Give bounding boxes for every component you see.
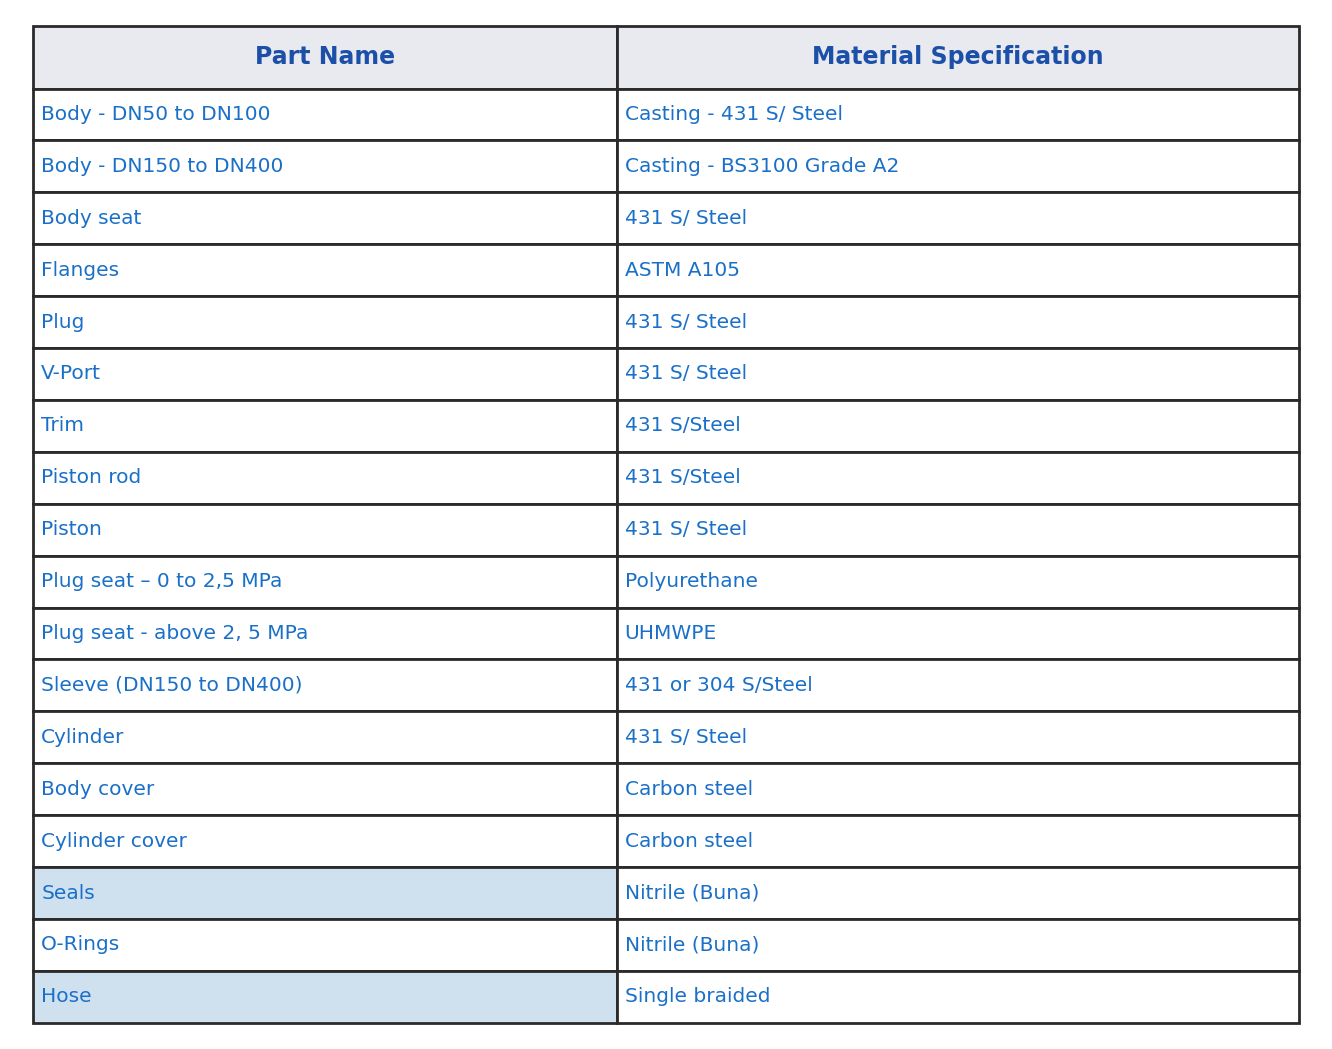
Text: Body - DN50 to DN100: Body - DN50 to DN100	[41, 105, 270, 124]
Bar	[33, 296, 617, 348]
Bar	[33, 815, 617, 868]
Bar	[33, 504, 617, 556]
Bar	[33, 971, 617, 1023]
Text: Single braided: Single braided	[625, 987, 770, 1006]
Text: Body cover: Body cover	[41, 779, 155, 798]
Text: Cylinder: Cylinder	[41, 728, 125, 747]
Bar	[33, 348, 617, 400]
Bar	[617, 452, 1299, 504]
Bar	[617, 919, 1299, 971]
Bar	[617, 244, 1299, 296]
Text: Carbon steel: Carbon steel	[625, 832, 753, 851]
Text: Casting - BS3100 Grade A2: Casting - BS3100 Grade A2	[625, 157, 899, 176]
Bar	[33, 868, 617, 919]
Bar	[617, 711, 1299, 764]
Bar	[33, 711, 617, 764]
Bar	[33, 26, 617, 88]
Text: Polyurethane: Polyurethane	[625, 572, 758, 591]
Bar	[33, 452, 617, 504]
Text: Nitrile (Buna): Nitrile (Buna)	[625, 883, 759, 902]
Text: 431 S/Steel: 431 S/Steel	[625, 468, 741, 488]
Bar	[617, 764, 1299, 815]
Text: Plug seat – 0 to 2,5 MPa: Plug seat – 0 to 2,5 MPa	[41, 572, 282, 591]
Bar	[617, 192, 1299, 244]
Text: Piston rod: Piston rod	[41, 468, 141, 488]
Text: Trim: Trim	[41, 416, 84, 435]
Text: 431 S/ Steel: 431 S/ Steel	[625, 209, 747, 228]
Text: 431 S/ Steel: 431 S/ Steel	[625, 313, 747, 331]
Bar	[617, 296, 1299, 348]
Bar	[617, 88, 1299, 141]
Bar	[33, 764, 617, 815]
Bar	[33, 192, 617, 244]
Bar	[617, 556, 1299, 607]
Text: V-Port: V-Port	[41, 364, 101, 384]
Text: Casting - 431 S/ Steel: Casting - 431 S/ Steel	[625, 105, 843, 124]
Bar	[617, 400, 1299, 452]
Text: 431 S/ Steel: 431 S/ Steel	[625, 364, 747, 384]
Bar	[33, 244, 617, 296]
Text: Cylinder cover: Cylinder cover	[41, 832, 188, 851]
Bar	[33, 141, 617, 192]
Text: Material Specification: Material Specification	[813, 45, 1103, 69]
Text: Plug seat - above 2, 5 MPa: Plug seat - above 2, 5 MPa	[41, 624, 309, 643]
Bar	[617, 26, 1299, 88]
Bar	[33, 660, 617, 711]
Text: Flanges: Flanges	[41, 260, 120, 280]
Bar	[617, 141, 1299, 192]
Text: 431 S/ Steel: 431 S/ Steel	[625, 520, 747, 539]
Text: Piston: Piston	[41, 520, 103, 539]
Text: ASTM A105: ASTM A105	[625, 260, 739, 280]
Bar	[617, 504, 1299, 556]
Bar	[33, 88, 617, 141]
Text: Plug: Plug	[41, 313, 85, 331]
Text: 431 S/ Steel: 431 S/ Steel	[625, 728, 747, 747]
Text: Seals: Seals	[41, 883, 95, 902]
Bar	[33, 607, 617, 660]
Text: Nitrile (Buna): Nitrile (Buna)	[625, 936, 759, 955]
Text: Part Name: Part Name	[254, 45, 396, 69]
Bar	[617, 660, 1299, 711]
Bar	[33, 400, 617, 452]
Text: O-Rings: O-Rings	[41, 936, 121, 955]
Bar	[617, 971, 1299, 1023]
Bar	[617, 607, 1299, 660]
Text: Hose: Hose	[41, 987, 92, 1006]
Bar	[617, 815, 1299, 868]
Bar	[33, 919, 617, 971]
Text: Sleeve (DN150 to DN400): Sleeve (DN150 to DN400)	[41, 676, 302, 694]
Bar	[617, 348, 1299, 400]
Bar	[33, 556, 617, 607]
Text: Body seat: Body seat	[41, 209, 141, 228]
Text: 431 or 304 S/Steel: 431 or 304 S/Steel	[625, 676, 813, 694]
Text: 431 S/Steel: 431 S/Steel	[625, 416, 741, 435]
Text: Carbon steel: Carbon steel	[625, 779, 753, 798]
Text: Body - DN150 to DN400: Body - DN150 to DN400	[41, 157, 284, 176]
Bar	[617, 868, 1299, 919]
Text: UHMWPE: UHMWPE	[625, 624, 717, 643]
